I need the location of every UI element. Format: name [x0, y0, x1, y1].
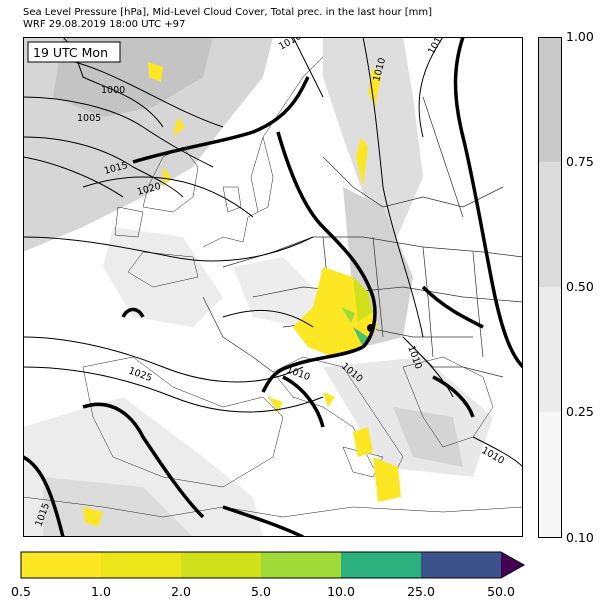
svg-text:1005: 1005 — [77, 113, 101, 124]
chart-subtitle: WRF 29.08.2019 18:00 UTC +97 — [23, 19, 186, 30]
cloud-band-2 — [538, 162, 562, 287]
cloud-tick-label: 0.75 — [566, 154, 594, 169]
cloud-tick-label: 1.00 — [566, 29, 594, 44]
cloud-cover-colorbar — [538, 37, 562, 538]
precip-band-5 — [341, 552, 421, 578]
precipitation-colorbar — [20, 551, 526, 579]
precip-extend-arrow — [501, 552, 524, 578]
precip-tick-label: 0.5 — [11, 584, 31, 599]
precip-tick-label: 5.0 — [251, 584, 271, 599]
isobars — [23, 37, 523, 468]
cloud-tick-label: 0.25 — [566, 404, 594, 419]
precip-band-3 — [181, 552, 261, 578]
low-pressure-marker — [367, 324, 375, 332]
precip-tick-label: 2.0 — [171, 584, 191, 599]
precip-tick-label: 1.0 — [91, 584, 111, 599]
cloud-tick-label: 0.10 — [566, 530, 594, 545]
coastlines — [23, 56, 523, 518]
cloud-band-4 — [538, 412, 562, 538]
thick-contours — [23, 37, 523, 537]
precip-band-6 — [421, 552, 501, 578]
precip-band-4 — [261, 552, 341, 578]
precip-band-1 — [21, 552, 101, 578]
precip-tick-label: 50.0 — [487, 584, 515, 599]
precip-tick-label: 10.0 — [327, 584, 355, 599]
precip-tick-label: 25.0 — [407, 584, 435, 599]
cloud-band-3 — [538, 287, 562, 412]
svg-text:1000: 1000 — [101, 85, 125, 96]
time-label: 19 UTC Mon — [27, 41, 121, 63]
precipitation-layer — [83, 62, 401, 527]
chart-title: Sea Level Pressure [hPa], Mid-Level Clou… — [23, 7, 433, 18]
precip-band-2 — [101, 552, 181, 578]
cloud-band-1 — [538, 37, 562, 162]
svg-text:19 UTC Mon: 19 UTC Mon — [33, 45, 108, 60]
cloud-tick-label: 0.50 — [566, 279, 594, 294]
weather-map: 1010 1015 1000 1005 1010 1015 1020 1025 … — [23, 37, 523, 537]
